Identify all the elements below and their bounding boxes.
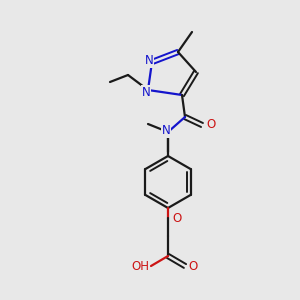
Text: OH: OH [131, 260, 149, 272]
Text: N: N [142, 85, 150, 98]
Text: N: N [145, 55, 153, 68]
Text: N: N [162, 124, 170, 137]
Text: O: O [188, 260, 198, 274]
Text: O: O [172, 212, 182, 224]
Text: O: O [206, 118, 216, 131]
